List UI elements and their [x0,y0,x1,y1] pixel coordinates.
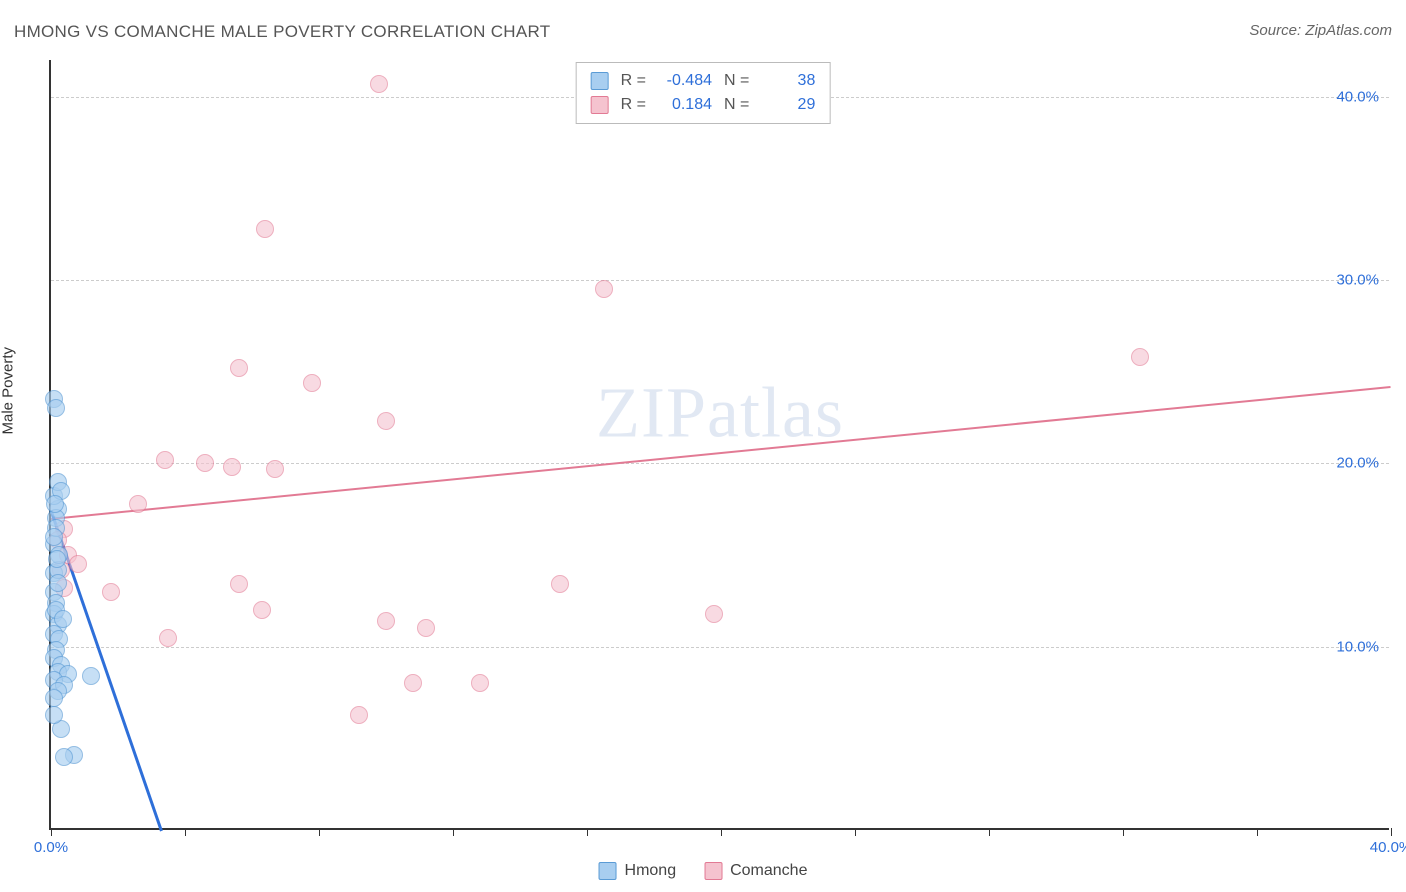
n-value-hmong: 38 [761,69,815,93]
data-point [48,550,66,568]
x-tick [989,828,990,836]
x-tick [1391,828,1392,836]
legend-swatch-comanche [704,862,722,880]
y-tick-label: 20.0% [1336,455,1379,472]
data-point [46,495,64,513]
gridline [51,280,1389,281]
x-tick [51,828,52,836]
legend-item-comanche: Comanche [704,862,807,880]
data-point [45,689,63,707]
source-credit: Source: ZipAtlas.com [1249,22,1392,39]
r-value-hmong: -0.484 [658,69,712,93]
data-point [156,451,174,469]
x-tick [319,828,320,836]
data-point [370,75,388,93]
x-tick [185,828,186,836]
x-tick [453,828,454,836]
legend-item-hmong: Hmong [599,862,677,880]
watermark-zip: ZIP [596,373,707,453]
data-point [256,220,274,238]
n-value-comanche: 29 [761,93,815,117]
data-point [223,458,241,476]
data-point [69,555,87,573]
data-point [159,629,177,647]
data-point [303,374,321,392]
legend-swatch-comanche [591,96,609,114]
watermark: ZIPatlas [596,372,844,455]
legend-row-hmong: R = -0.484 N = 38 [591,69,816,93]
plot-area: ZIPatlas 10.0%20.0%30.0%40.0%0.0%40.0% [49,60,1389,830]
data-point [377,412,395,430]
x-tick-label: 40.0% [1370,839,1406,856]
r-value-comanche: 0.184 [658,93,712,117]
y-tick-label: 10.0% [1336,638,1379,655]
data-point [471,674,489,692]
y-tick-label: 30.0% [1336,272,1379,289]
data-point [705,605,723,623]
x-tick [721,828,722,836]
data-point [47,399,65,417]
gridline [51,463,1389,464]
data-point [129,495,147,513]
chart-container: HMONG VS COMANCHE MALE POVERTY CORRELATI… [0,0,1406,892]
r-label: R = [621,69,646,93]
data-point [45,706,63,724]
data-point [595,280,613,298]
legend-label-hmong: Hmong [625,862,677,880]
x-tick-label: 0.0% [34,839,68,856]
data-point [230,359,248,377]
watermark-atlas: atlas [707,373,844,453]
x-tick [1123,828,1124,836]
data-point [266,460,284,478]
data-point [350,706,368,724]
x-tick [1257,828,1258,836]
data-point [55,748,73,766]
data-point [377,612,395,630]
legend-row-comanche: R = 0.184 N = 29 [591,93,816,117]
x-tick [587,828,588,836]
data-point [417,619,435,637]
legend-swatch-hmong [591,72,609,90]
trend-line [51,386,1391,520]
r-label: R = [621,93,646,117]
source-label: Source: [1249,22,1301,39]
x-tick [855,828,856,836]
data-point [54,610,72,628]
gridline [51,647,1389,648]
chart-title: HMONG VS COMANCHE MALE POVERTY CORRELATI… [14,22,550,42]
n-label: N = [724,69,749,93]
data-point [102,583,120,601]
data-point [49,574,67,592]
source-name: ZipAtlas.com [1305,22,1392,39]
legend-stats: R = -0.484 N = 38 R = 0.184 N = 29 [576,62,831,124]
y-axis-label: Male Poverty [0,347,17,435]
data-point [82,667,100,685]
data-point [1131,348,1149,366]
data-point [196,454,214,472]
data-point [551,575,569,593]
data-point [404,674,422,692]
legend-label-comanche: Comanche [730,862,807,880]
data-point [230,575,248,593]
n-label: N = [724,93,749,117]
data-point [253,601,271,619]
y-tick-label: 40.0% [1336,88,1379,105]
data-point [45,528,63,546]
legend-swatch-hmong [599,862,617,880]
legend-series: Hmong Comanche [599,862,808,880]
